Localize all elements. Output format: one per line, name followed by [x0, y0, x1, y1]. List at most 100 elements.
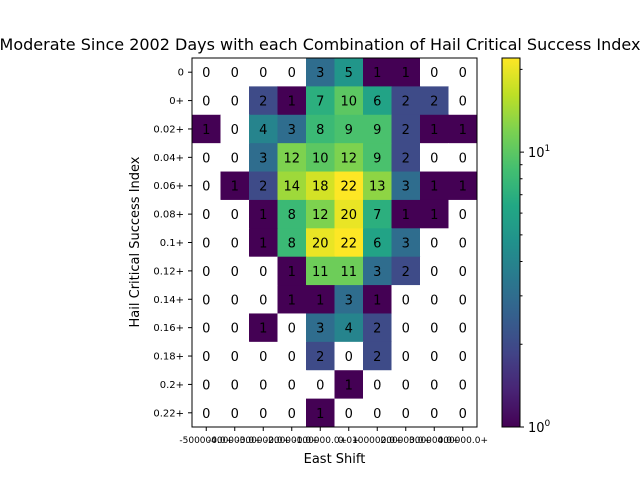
heatmap-cell — [334, 285, 364, 314]
cell-value-label: 0 — [231, 378, 239, 393]
cell-value-label: 20 — [340, 208, 357, 223]
y-tick-label: 0.14+ — [153, 295, 184, 306]
heatmap-cell — [277, 370, 307, 400]
heatmap-cell — [192, 114, 221, 144]
cell-value-label: 7 — [316, 95, 324, 110]
cell-value-label: 0 — [430, 151, 438, 166]
cell-value-label: 0 — [459, 151, 467, 166]
heatmap-cell — [277, 341, 307, 371]
heatmap-cell — [334, 143, 364, 173]
heatmap-cell — [391, 143, 421, 173]
cell-value-label: 0 — [202, 208, 210, 223]
cell-value-label: 0 — [259, 350, 267, 365]
cell-value-label: 2 — [402, 151, 410, 166]
heatmap-cell — [249, 256, 278, 286]
heatmap-cell — [363, 86, 392, 116]
cell-value-label: 1 — [402, 208, 410, 223]
heatmap-cell — [306, 86, 335, 116]
heatmap-cell — [306, 171, 335, 201]
heatmap-cell — [420, 313, 449, 343]
heatmap-cell — [277, 114, 307, 144]
heatmap-cell — [334, 370, 364, 400]
cell-value-label: 0 — [459, 95, 467, 110]
cell-value-label: 0 — [316, 378, 324, 393]
cell-value-label: 0 — [402, 378, 410, 393]
heatmap-cell — [448, 285, 478, 314]
cell-value-label: 0 — [288, 350, 296, 365]
cell-value-label: 0 — [231, 151, 239, 166]
heatmap-cell — [277, 171, 307, 201]
cell-value-label: 10 — [340, 95, 357, 110]
y-tick-label: 0.12+ — [153, 266, 184, 277]
heatmap-cell — [448, 58, 478, 87]
cell-value-label: 1 — [373, 293, 381, 308]
heatmap-cell — [220, 313, 250, 343]
cell-value-label: 0 — [202, 151, 210, 166]
cell-value-label: 1 — [259, 322, 267, 337]
cell-value-label: 0 — [402, 350, 410, 365]
cell-value-label: 0 — [430, 378, 438, 393]
heatmap-cell — [306, 398, 335, 428]
heatmap-cell — [334, 228, 364, 258]
cell-value-label: 1 — [402, 66, 410, 81]
cell-value-label: 14 — [283, 180, 300, 195]
heatmap-cell — [363, 114, 392, 144]
heatmap-cell — [420, 143, 449, 173]
cell-value-label: 1 — [231, 180, 239, 195]
cell-value-label: 9 — [373, 151, 381, 166]
cell-value-label: 2 — [402, 265, 410, 280]
heatmap-cell — [334, 199, 364, 229]
heatmap-cell — [448, 199, 478, 229]
heatmap-cell — [391, 370, 421, 400]
heatmap-cell — [249, 370, 278, 400]
heatmap-cell — [448, 398, 478, 428]
cell-value-label: 0 — [459, 237, 467, 252]
cell-value-label: 0 — [430, 350, 438, 365]
colorbar-gradient — [501, 57, 521, 428]
cell-value-label: 0 — [231, 66, 239, 81]
cell-value-label: 0 — [202, 322, 210, 337]
cell-value-label: 1 — [430, 180, 438, 195]
cell-value-label: 1 — [288, 265, 296, 280]
heatmap-cell — [249, 285, 278, 314]
cell-value-label: 0 — [459, 350, 467, 365]
heatmap-cell — [220, 143, 250, 173]
heatmap-cell — [192, 398, 221, 428]
heatmap-cell — [192, 199, 221, 229]
heatmap-cell — [306, 313, 335, 343]
heatmap-cell — [192, 341, 221, 371]
heatmap-cell — [420, 199, 449, 229]
heatmap-cells: 0 0 0 0 3 5 1 1 0 00 0 2 1 7 10 6 2 2 01 0 4 3 8 9 9 2 1 10 0 3 12 10 12… — [192, 58, 478, 428]
y-tick-label: 0 — [178, 68, 184, 79]
heatmap-cell — [220, 256, 250, 286]
heatmap-cell — [420, 228, 449, 258]
heatmap-cell — [363, 285, 392, 314]
cell-value-label: 0 — [430, 293, 438, 308]
heatmap-cell — [363, 398, 392, 428]
heatmap-cell — [192, 58, 221, 87]
cell-value-label: 2 — [373, 350, 381, 365]
x-tick-label: -200000.0+ — [265, 436, 319, 446]
cell-value-label: 1 — [259, 237, 267, 252]
cell-value-label: 3 — [316, 322, 324, 337]
heatmap-cell — [249, 114, 278, 144]
cell-value-label: 1 — [459, 123, 467, 138]
x-tick-label: -100000.0+ — [293, 436, 347, 446]
heatmap-cell — [277, 199, 307, 229]
colorbar: 100 101 — [501, 57, 551, 436]
cell-value-label: 20 — [312, 237, 329, 252]
y-tick-label: 0.18+ — [153, 352, 184, 363]
cell-value-label: 0 — [231, 350, 239, 365]
cell-value-label: 10 — [312, 151, 329, 166]
cell-value-label: 0 — [459, 66, 467, 81]
heatmap-cell — [334, 313, 364, 343]
heatmap-cell — [306, 143, 335, 173]
y-tick-label: 0.08+ — [153, 210, 184, 221]
cell-value-label: 2 — [430, 95, 438, 110]
cell-value-label: 0 — [288, 378, 296, 393]
heatmap-cell — [192, 143, 221, 173]
cell-value-label: 0 — [231, 237, 239, 252]
heatmap-cell — [448, 370, 478, 400]
heatmap-cell — [277, 228, 307, 258]
cell-value-label: 3 — [345, 293, 353, 308]
